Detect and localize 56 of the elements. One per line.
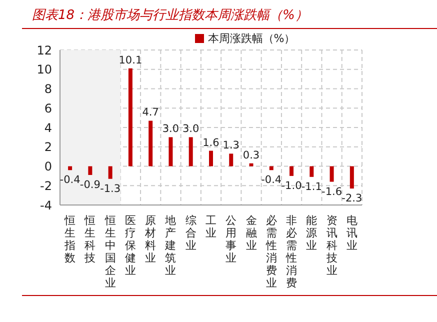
data-label: -1.6 [322, 186, 342, 198]
y-tick-label: -4 [40, 198, 52, 212]
y-tick-label: 0 [44, 160, 52, 174]
x-tick-label: 医疗保健业 [124, 214, 136, 277]
y-tick-label: 8 [44, 82, 52, 96]
data-label: 4.7 [142, 106, 159, 119]
data-label: -1.1 [301, 180, 322, 193]
y-tick-label: 6 [44, 101, 52, 116]
y-tick-label: -2 [40, 178, 52, 193]
x-tick-label: 恒生科技 [84, 214, 96, 264]
data-label: 3.0 [182, 123, 200, 136]
data-label: 0.3 [242, 149, 260, 162]
bar [290, 166, 294, 176]
x-tick-label: 原材料业 [144, 214, 156, 264]
x-tick-label: 恒生中国企业 [104, 214, 116, 290]
x-tick-label: 恒生指数 [64, 214, 76, 264]
x-tick-label: 非必需性消费 [285, 214, 298, 290]
bar [208, 150, 213, 166]
x-tick-label: 金融业 [246, 214, 257, 252]
bar [269, 166, 274, 170]
x-tick-label: 综合业 [185, 214, 196, 252]
x-tick-label: 资讯科技业 [325, 214, 338, 277]
data-label: 1.6 [202, 136, 220, 149]
bar [188, 137, 193, 166]
x-tick-label: 能源业 [306, 214, 318, 252]
x-tick-label: 地产建筑业 [164, 214, 176, 277]
data-label: -0.4 [60, 174, 81, 186]
bar [249, 163, 254, 166]
bar [350, 166, 354, 189]
chart-title: 图表18：港股市场与行业指数本周涨跌幅（%） [32, 7, 308, 24]
x-tick-label: 工业 [206, 214, 216, 240]
data-label: -0.4 [261, 174, 282, 186]
bar [128, 68, 132, 166]
x-tick-label: 必需性消费业 [264, 214, 277, 290]
data-label: 1.3 [222, 140, 240, 152]
data-label: -2.3 [342, 192, 362, 205]
data-label: -1.0 [281, 180, 302, 192]
bar [168, 137, 173, 166]
y-tick-label: 10 [36, 62, 52, 77]
bar [108, 166, 112, 179]
y-tick-label: 12 [36, 43, 52, 58]
x-tick-label: 电讯业 [346, 214, 358, 252]
y-tick-label: 4 [44, 120, 52, 135]
data-label: 10.1 [118, 54, 142, 66]
data-label: -1.3 [100, 182, 121, 195]
bar [229, 154, 234, 166]
y-tick-label: 2 [44, 140, 52, 154]
x-tick-label: 公用事业 [226, 214, 237, 264]
bar [88, 166, 92, 175]
legend-label: 本周涨跌幅（%） [208, 32, 296, 45]
data-label: 3.0 [162, 123, 180, 136]
bar [310, 166, 314, 177]
bar [148, 120, 153, 166]
bar [330, 166, 334, 182]
data-label: -0.9 [80, 178, 100, 191]
bar [68, 166, 72, 170]
